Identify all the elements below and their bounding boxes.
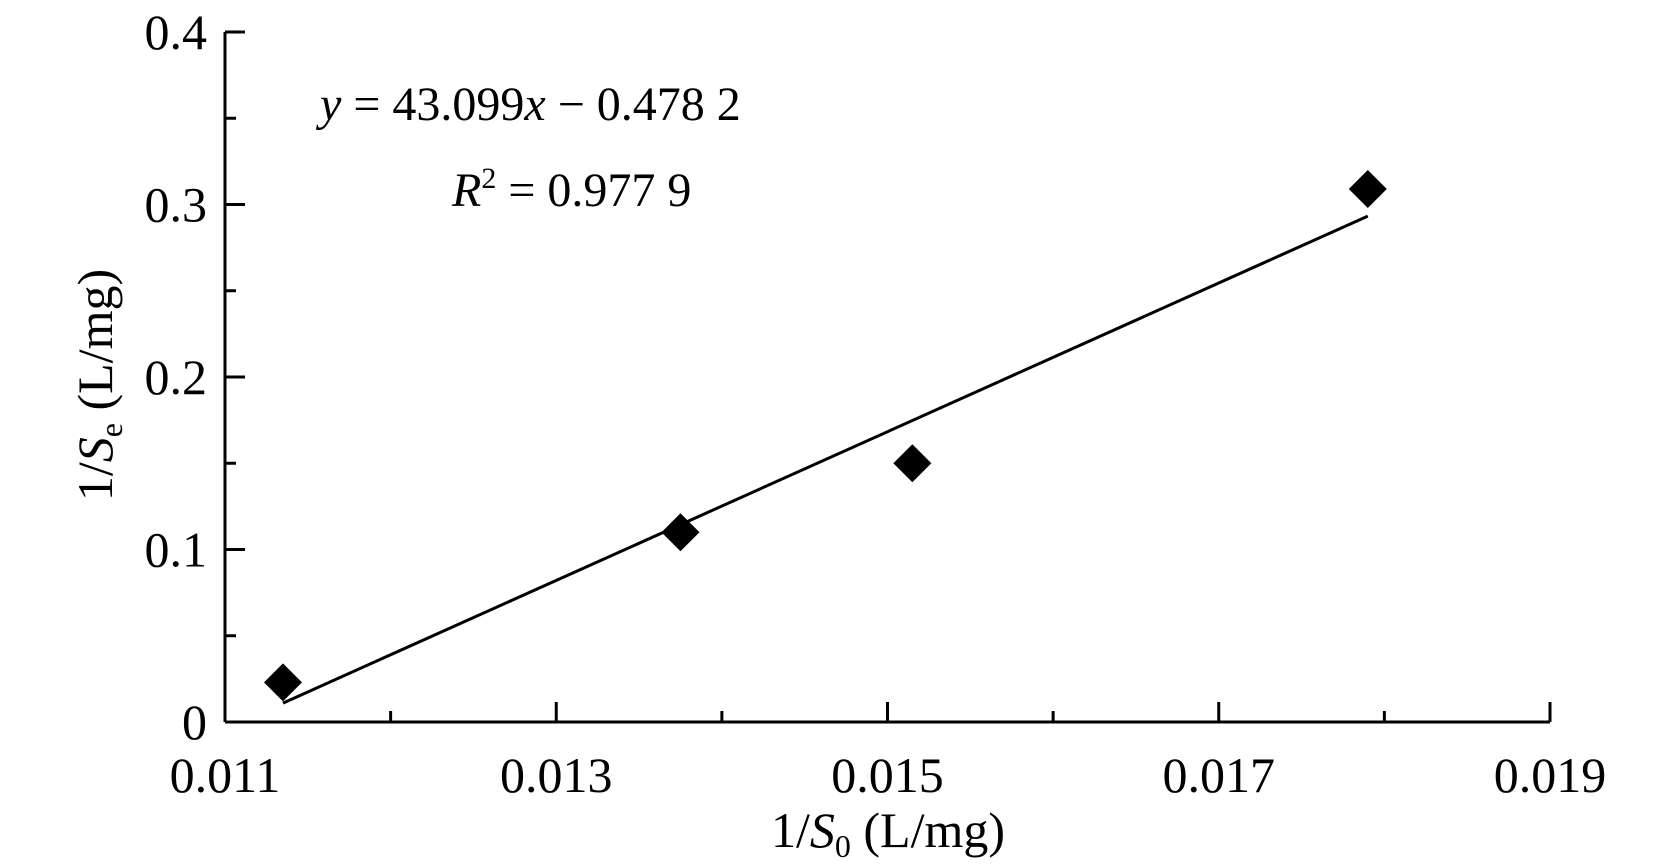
y-tick-label: 0: [182, 694, 207, 750]
y-label-sub: e: [93, 423, 129, 437]
x-label-sub: 0: [835, 828, 851, 864]
x-label-suffix: (L/mg): [851, 802, 1005, 858]
y-label-prefix: 1/: [67, 462, 123, 501]
data-point: [263, 663, 302, 702]
r2-value: = 0.977 9: [496, 164, 691, 217]
x-tick-label: 0.011: [170, 747, 281, 803]
trendline-group: [282, 214, 1369, 705]
x-label-prefix: 1/: [771, 802, 810, 858]
x-label-var: S: [810, 802, 835, 858]
equation-y-var: y: [315, 78, 342, 131]
data-point: [893, 444, 932, 483]
x-axis-ticks: 0.011 0.013 0.015 0.017 0.019: [170, 702, 1607, 803]
y-label-var: S: [67, 437, 123, 462]
x-axis-label: 1/S0 (L/mg): [771, 802, 1005, 864]
r2-var: R: [451, 164, 481, 217]
y-tick-label: 0.3: [145, 177, 208, 233]
equation-x-var: x: [523, 78, 545, 131]
trendline: [282, 214, 1369, 705]
x-tick-label: 0.015: [831, 747, 944, 803]
x-tick-label: 0.019: [1494, 747, 1607, 803]
equation-intercept: − 0.478 2: [546, 78, 741, 131]
y-tick-label: 0.4: [145, 4, 208, 60]
y-tick-label: 0.2: [145, 349, 208, 405]
y-tick-label: 0.1: [145, 522, 208, 578]
y-axis-ticks: 0 0.1 0.2 0.3 0.4: [145, 4, 245, 750]
equation-coef: = 43.099: [341, 78, 524, 131]
y-label-suffix: (L/mg): [67, 269, 123, 423]
x-tick-label: 0.017: [1163, 747, 1276, 803]
r-squared-label: R2 = 0.977 9: [451, 162, 691, 217]
axes: [223, 32, 1550, 724]
x-tick-label: 0.013: [500, 747, 613, 803]
r2-sup: 2: [481, 162, 496, 195]
data-points: [263, 169, 1387, 702]
y-axis-label: 1/Se (L/mg): [67, 269, 129, 501]
data-point: [661, 513, 700, 552]
equation-label: y = 43.099x − 0.478 2: [315, 78, 741, 131]
data-point: [1348, 169, 1387, 208]
